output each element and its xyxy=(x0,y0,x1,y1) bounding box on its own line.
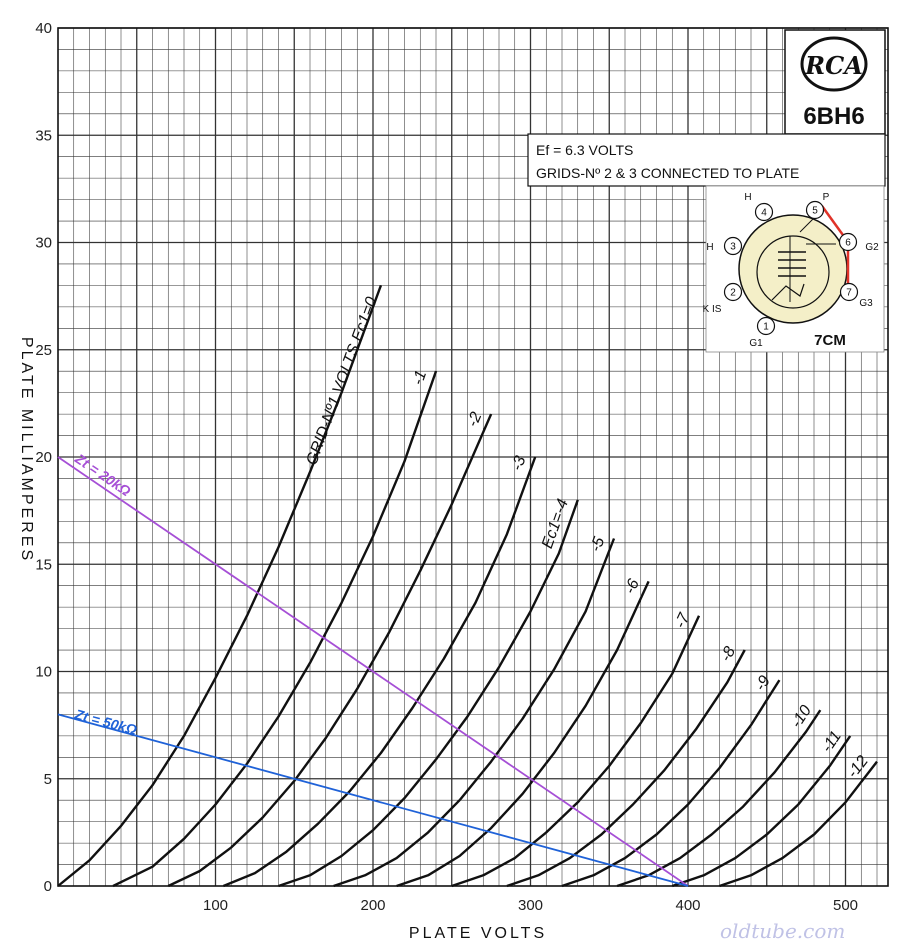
conditions-box: Ef = 6.3 VOLTS GRIDS-Nº 2 & 3 CONNECTED … xyxy=(527,133,886,187)
load-line-1 xyxy=(57,456,689,887)
pin-1 xyxy=(756,316,776,336)
x-axis-title: PLATE VOLTS xyxy=(409,925,547,942)
y-tick-label: 5 xyxy=(44,771,52,788)
x-tick-label: 400 xyxy=(675,897,700,914)
curve-ec1-neg9 xyxy=(561,679,781,888)
pin-number: 1 xyxy=(763,322,769,333)
pin-2 xyxy=(723,282,743,302)
load-line-2 xyxy=(57,713,689,887)
curve-ec1-neg7 xyxy=(451,615,701,888)
y-tick-label: 15 xyxy=(35,556,52,573)
pin-3 xyxy=(723,236,743,256)
curve-ec1-neg2 xyxy=(167,413,493,888)
curve-ec1-neg4 xyxy=(278,499,579,888)
curve-ec1-neg8 xyxy=(506,649,746,888)
grid-connection: GRIDS-Nº 2 & 3 CONNECTED TO PLATE xyxy=(536,165,799,181)
plate-curves xyxy=(57,284,878,888)
pin-4 xyxy=(754,202,774,222)
pin-label: K IS xyxy=(703,304,722,315)
curve-ec1-neg10 xyxy=(616,709,822,888)
pin-label: G2 xyxy=(865,242,879,253)
pin-6 xyxy=(838,232,858,252)
x-tick-label: 100 xyxy=(203,897,228,914)
pin-label: G3 xyxy=(859,298,873,309)
y-tick-label: 10 xyxy=(35,664,52,681)
watermark: oldtube.com xyxy=(720,919,845,943)
tube-type: 6BH6 xyxy=(803,103,864,130)
curve-label-ec1-neg6: -6 xyxy=(622,577,643,597)
pin-number: 5 xyxy=(812,206,818,217)
y-tick-label: 25 xyxy=(35,342,52,359)
pin-number: 2 xyxy=(730,288,736,299)
y-tick-label: 20 xyxy=(35,449,52,466)
x-tick-label: 300 xyxy=(518,897,543,914)
curve-label-ec1-neg2: -2 xyxy=(464,410,485,430)
curve-ec1-neg11 xyxy=(671,735,852,888)
curve-ec1-neg6 xyxy=(396,580,650,888)
rca-logo xyxy=(800,36,868,92)
pin-5 xyxy=(805,200,825,220)
curve-ec1-neg12 xyxy=(719,760,878,888)
x-tick-label: 500 xyxy=(833,897,858,914)
curve-ec1-neg5 xyxy=(333,538,616,888)
x-axis-ticks: 100 200 300 400 500 xyxy=(203,897,858,914)
y-tick-label: 35 xyxy=(35,127,52,144)
y-axis-title: PLATE MILLIAMPERES xyxy=(18,337,35,563)
y-tick-label: 40 xyxy=(35,20,52,37)
curve-ec1-neg3 xyxy=(222,456,537,888)
pin-number: 6 xyxy=(845,238,851,249)
pin-number: 4 xyxy=(761,208,767,219)
heater-voltage: Ef = 6.3 VOLTS xyxy=(536,142,633,158)
curve-ec1-neg1 xyxy=(112,370,438,888)
pin-label: G1 xyxy=(749,338,763,349)
curve-label-ec1-neg1: -1 xyxy=(409,368,430,387)
y-axis-ticks: 0 5 10 15 20 25 30 35 40 xyxy=(35,20,52,895)
y-tick-label: 30 xyxy=(35,235,52,252)
pin-number: 7 xyxy=(846,288,852,299)
pin-7 xyxy=(839,282,859,302)
rca-brand: RCA xyxy=(804,51,863,80)
pin-label: P xyxy=(823,192,830,203)
curve-ec1-0 xyxy=(57,284,383,887)
y-tick-label: 0 xyxy=(44,878,52,895)
x-tick-label: 200 xyxy=(360,897,385,914)
curve-label-ec1-neg5: -5 xyxy=(587,535,608,555)
pin-number: 3 xyxy=(730,242,736,253)
tube-badge: RCA 6BH6 xyxy=(784,29,886,135)
pin-label: H xyxy=(706,242,713,253)
basing-code: 7CM xyxy=(814,332,846,349)
curve-label-ec1-neg3: -3 xyxy=(509,454,530,473)
pin-label: H xyxy=(744,192,751,203)
